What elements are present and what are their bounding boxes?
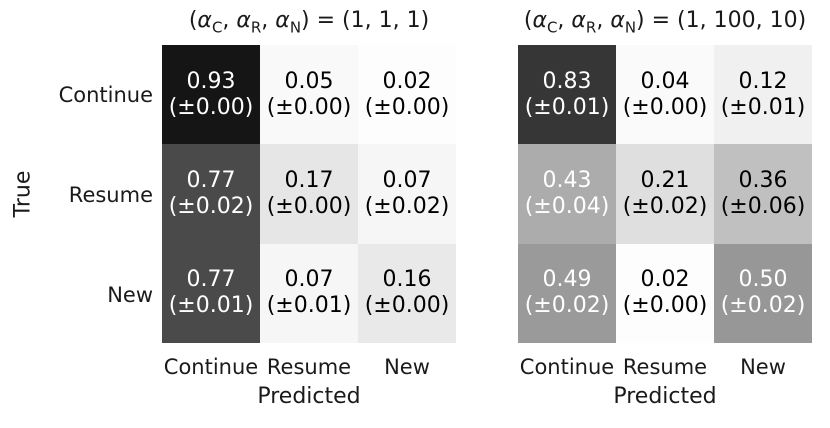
alpha-symbol: α xyxy=(532,8,547,33)
cell-stderr: (±0.00) xyxy=(622,94,708,120)
x-axis-label-predicted: Predicted xyxy=(613,384,717,409)
cell-stderr: (±0.02) xyxy=(622,193,708,219)
cell-value: 0.17 xyxy=(284,167,334,193)
xtick-label-new: New xyxy=(740,355,786,379)
alpha-symbol: α xyxy=(571,8,586,33)
cell-value: 0.07 xyxy=(382,167,432,193)
cell-stderr: (±0.02) xyxy=(720,293,806,319)
title-separator: , xyxy=(222,8,237,33)
heatmap-cell: 0.83 (±0.01) xyxy=(518,45,616,145)
title-separator: , xyxy=(261,8,276,33)
ytick-label-resume: Resume xyxy=(68,183,153,207)
cell-stderr: (±0.01) xyxy=(720,94,806,120)
cell-value: 0.07 xyxy=(284,267,334,293)
heatmap-cell: 0.49 (±0.02) xyxy=(518,243,616,343)
y-axis-label-true: True xyxy=(10,170,36,218)
alpha-symbol: α xyxy=(275,8,290,33)
cell-value: 0.43 xyxy=(542,167,592,193)
cell-stderr: (±0.02) xyxy=(364,193,450,219)
alpha-subscript-n: N xyxy=(624,18,637,37)
cell-stderr: (±0.06) xyxy=(720,193,806,219)
heatmap-left-grid: 0.93 (±0.00) 0.05 (±0.00) 0.02 (±0.00) 0… xyxy=(162,45,456,343)
cell-value: 0.02 xyxy=(382,68,432,94)
cell-stderr: (±0.00) xyxy=(168,94,254,120)
cell-value: 0.77 xyxy=(186,167,236,193)
cell-stderr: (±0.00) xyxy=(364,293,450,319)
cell-value: 0.36 xyxy=(738,167,788,193)
heatmap-cell: 0.43 (±0.04) xyxy=(518,144,616,244)
xtick-label-new: New xyxy=(384,355,430,379)
heatmap-right-title: (αC, αR, αN) = (1, 100, 10) xyxy=(488,5,830,37)
cell-stderr: (±0.02) xyxy=(524,293,610,319)
heatmap-cell: 0.16 (±0.00) xyxy=(358,243,456,343)
cell-stderr: (±0.02) xyxy=(168,193,254,219)
heatmap-cell: 0.17 (±0.00) xyxy=(260,144,358,244)
heatmap-cell: 0.93 (±0.00) xyxy=(162,45,260,145)
title-equals: ) = xyxy=(636,8,678,33)
ytick-label-new: New xyxy=(107,283,153,307)
heatmap-cell: 0.12 (±0.01) xyxy=(714,45,812,145)
heatmap-cell: 0.02 (±0.00) xyxy=(358,45,456,145)
heatmap-cell: 0.04 (±0.00) xyxy=(616,45,714,145)
cell-stderr: (±0.00) xyxy=(266,193,352,219)
title-values: (1, 100, 10) xyxy=(677,8,807,33)
cell-value: 0.83 xyxy=(542,68,592,94)
alpha-symbol: α xyxy=(236,8,251,33)
title-equals: ) = xyxy=(301,8,343,33)
heatmap-cell: 0.07 (±0.02) xyxy=(358,144,456,244)
cell-value: 0.77 xyxy=(186,267,236,293)
cell-stderr: (±0.01) xyxy=(168,293,254,319)
cell-value: 0.04 xyxy=(640,68,690,94)
heatmap-cell: 0.36 (±0.06) xyxy=(714,144,812,244)
cell-value: 0.50 xyxy=(738,267,788,293)
cell-value: 0.02 xyxy=(640,267,690,293)
title-values: (1, 1, 1) xyxy=(342,8,430,33)
title-separator: , xyxy=(596,8,611,33)
cell-stderr: (±0.01) xyxy=(266,293,352,319)
heatmap-cell: 0.05 (±0.00) xyxy=(260,45,358,145)
title-open-paren: ( xyxy=(523,8,533,33)
cell-value: 0.21 xyxy=(640,167,690,193)
xtick-label-resume: Resume xyxy=(266,355,352,379)
xtick-label-continue: Continue xyxy=(519,355,615,379)
heatmap-cell: 0.07 (±0.01) xyxy=(260,243,358,343)
xtick-label-resume: Resume xyxy=(622,355,708,379)
heatmap-cell: 0.02 (±0.00) xyxy=(616,243,714,343)
title-separator: , xyxy=(557,8,572,33)
cell-value: 0.05 xyxy=(284,68,334,94)
cell-value: 0.49 xyxy=(542,267,592,293)
alpha-subscript-n: N xyxy=(289,18,301,37)
xtick-label-continue: Continue xyxy=(163,355,259,379)
heatmap-cell: 0.77 (±0.01) xyxy=(162,243,260,343)
alpha-subscript-c: C xyxy=(211,18,223,37)
title-open-paren: ( xyxy=(188,8,198,33)
cell-value: 0.12 xyxy=(738,68,788,94)
alpha-subscript-c: C xyxy=(546,18,558,37)
alpha-symbol: α xyxy=(610,8,625,33)
heatmap-right-grid: 0.83 (±0.01) 0.04 (±0.00) 0.12 (±0.01) 0… xyxy=(518,45,812,343)
cell-stderr: (±0.01) xyxy=(524,94,610,120)
heatmap-left-title: (αC, αR, αN) = (1, 1, 1) xyxy=(132,5,486,37)
cell-stderr: (±0.00) xyxy=(266,94,352,120)
heatmap-cell: 0.50 (±0.02) xyxy=(714,243,812,343)
x-axis-label-predicted: Predicted xyxy=(257,384,361,409)
alpha-symbol: α xyxy=(197,8,212,33)
alpha-subscript-r: R xyxy=(585,18,597,37)
heatmap-cell: 0.21 (±0.02) xyxy=(616,144,714,244)
cell-stderr: (±0.00) xyxy=(364,94,450,120)
cell-value: 0.93 xyxy=(186,68,236,94)
alpha-subscript-r: R xyxy=(250,18,262,37)
ytick-label-continue: Continue xyxy=(58,83,153,107)
cell-stderr: (±0.04) xyxy=(524,193,610,219)
cell-value: 0.16 xyxy=(382,267,432,293)
cell-stderr: (±0.00) xyxy=(622,293,708,319)
heatmap-cell: 0.77 (±0.02) xyxy=(162,144,260,244)
